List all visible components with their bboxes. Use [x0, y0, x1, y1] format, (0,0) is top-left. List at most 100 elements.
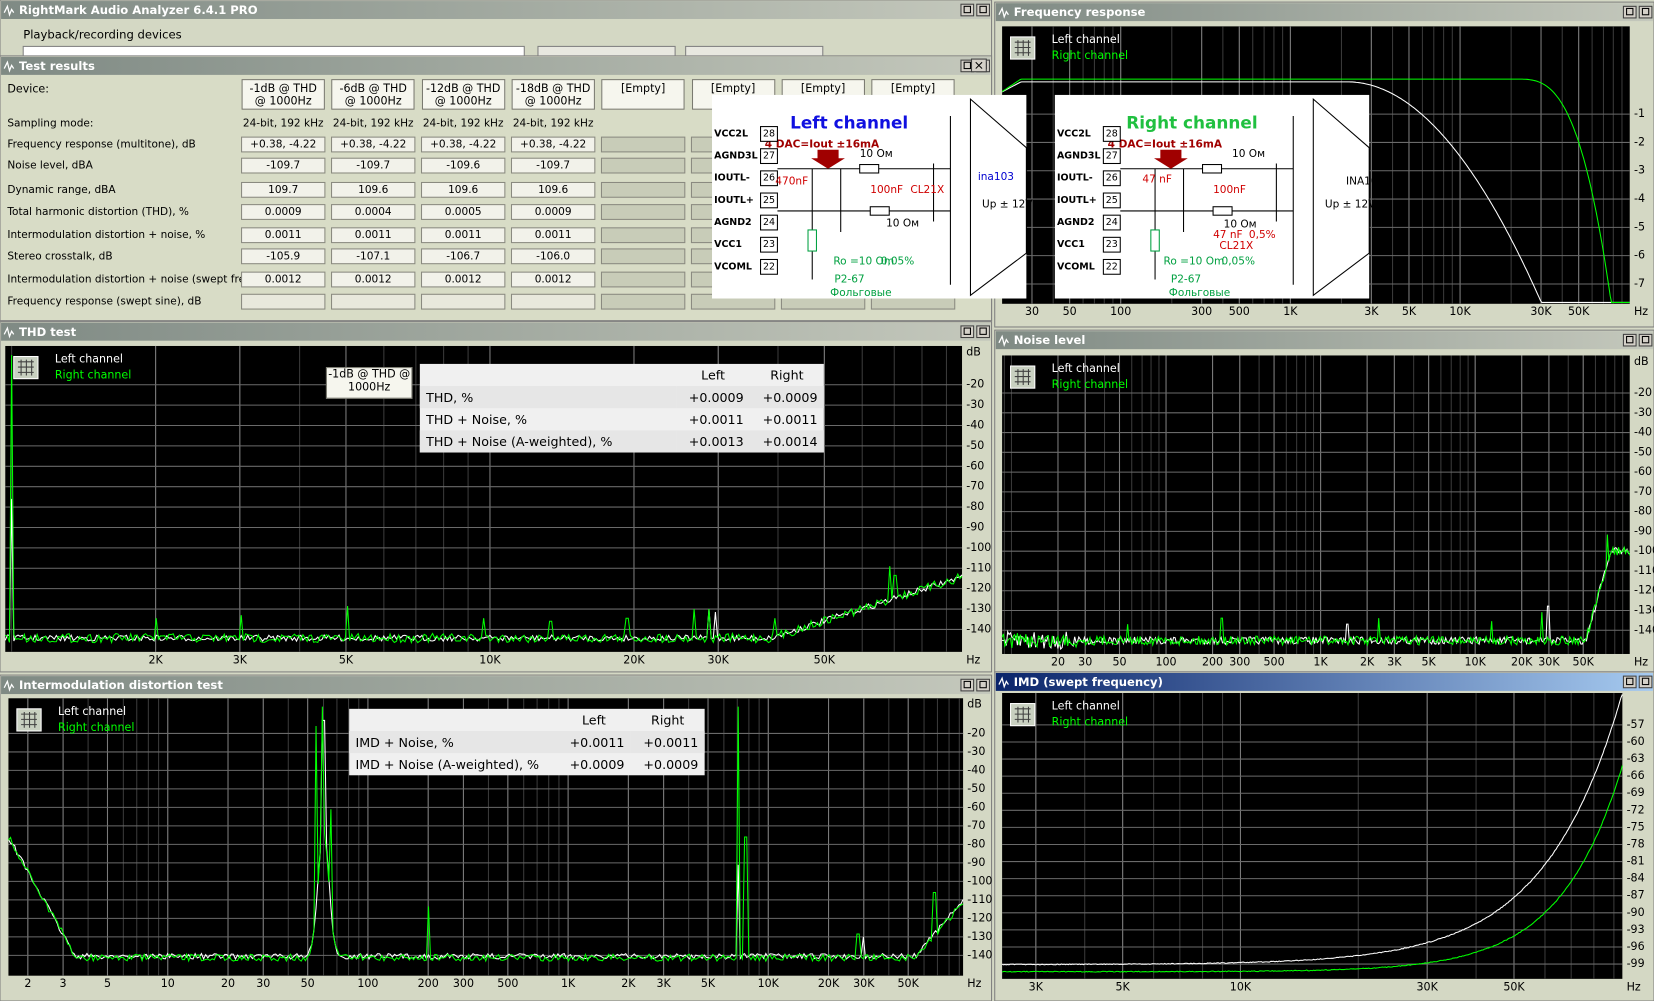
- schematic-label: P2-67: [834, 274, 864, 286]
- window-button[interactable]: [960, 678, 975, 692]
- pin-box: [1102, 214, 1121, 231]
- row-label: Intermodulation distortion + noise (swep…: [7, 274, 278, 286]
- y-tick-label: -4: [1634, 192, 1645, 205]
- y-tick-label: -72: [1627, 803, 1645, 816]
- value-box: [420, 204, 506, 220]
- x-tick-label: 50K: [1573, 655, 1595, 668]
- window-button[interactable]: [1622, 5, 1637, 19]
- window-title: Test results: [19, 59, 95, 73]
- legend-icon-grid: [1014, 369, 1031, 386]
- y-tick-label: -100: [967, 874, 992, 887]
- x-tick-label: 1K: [1283, 305, 1298, 318]
- window-button-glyph: [979, 680, 987, 689]
- pin-name: VCC2L: [1057, 128, 1091, 139]
- x-tick-label: 3K: [1029, 980, 1044, 993]
- value-cell: 0.0012: [265, 274, 302, 286]
- value-box: [420, 227, 506, 244]
- legend-entry: Right channel: [55, 369, 131, 382]
- window-button[interactable]: [960, 3, 975, 17]
- pin-name: VCC1: [714, 239, 742, 250]
- x-tick-label: 100: [1110, 305, 1131, 318]
- trace: [7, 719, 964, 961]
- window-button[interactable]: [1638, 5, 1653, 19]
- resistor: [1202, 164, 1223, 174]
- legend-entry: Left channel: [55, 353, 123, 366]
- pin-name: IOUTL+: [1057, 195, 1097, 206]
- value-cell: 0.0011: [535, 229, 572, 241]
- value-box: [241, 248, 326, 265]
- window-button[interactable]: [960, 325, 975, 339]
- value-box: [510, 157, 596, 174]
- pin-box: [1102, 170, 1121, 187]
- window-button[interactable]: [1638, 333, 1653, 347]
- value-box: [331, 248, 416, 265]
- window-button-glyph: [979, 327, 987, 335]
- title-bar: [995, 331, 1653, 350]
- value-box: [420, 181, 506, 198]
- value-cell: 0.0009: [535, 206, 572, 218]
- value-box: [600, 271, 686, 288]
- trace: [1001, 81, 1630, 303]
- x-tick-label: 100: [357, 977, 378, 990]
- pin-name: AGND3L: [714, 151, 758, 162]
- y-unit: dB: [967, 698, 982, 711]
- value-box: [600, 136, 686, 153]
- value-box: [600, 157, 686, 174]
- value-cell: -109.7: [536, 160, 570, 172]
- window-button[interactable]: [1638, 675, 1653, 689]
- trace: [1001, 534, 1631, 649]
- value-cell: 24-bit, 192 kHz: [333, 117, 414, 129]
- row-label: Frequency response (multitone), dB: [7, 139, 195, 151]
- window-button[interactable]: [976, 325, 990, 339]
- y-tick-label: -30: [966, 398, 984, 411]
- value-cell: +0.38, -4.22: [520, 139, 586, 151]
- window-button[interactable]: [976, 678, 990, 692]
- y-tick-label: -69: [1627, 786, 1645, 799]
- window-button[interactable]: [1622, 333, 1637, 347]
- schematic-note: 4 DAC=Iout ±16mA: [765, 139, 880, 151]
- x-tick-label: 5K: [339, 653, 354, 666]
- y-tick-label: -20: [1634, 386, 1652, 399]
- y-tick-label: -66: [1627, 769, 1645, 782]
- row-label: Noise level, dBA: [7, 160, 93, 172]
- y-tick-label: -80: [966, 500, 984, 513]
- y-tick-label: -7: [1634, 277, 1645, 290]
- legend-icon-grid: [1014, 706, 1031, 723]
- x-tick-label: 30K: [708, 653, 730, 666]
- y-tick-label: -96: [1627, 940, 1645, 953]
- current-arrow: [1154, 149, 1188, 169]
- window-icon: [3, 4, 15, 17]
- group-label: Playback/recording devices: [23, 27, 181, 41]
- pin-name: IOUTL+: [714, 195, 754, 206]
- y-tick-label: -80: [967, 837, 985, 850]
- value-cell: -109.7: [266, 160, 300, 172]
- y-tick-label: -60: [967, 800, 985, 813]
- x-tick-label: 50K: [898, 977, 920, 990]
- trace: [1001, 694, 1623, 966]
- window-button-glyph: [979, 5, 987, 14]
- value-box: [241, 227, 326, 244]
- pin-name: IOUTL-: [1057, 173, 1093, 184]
- y-tick-label: -40: [966, 419, 984, 432]
- value-cell: 109.6: [358, 184, 388, 196]
- pin-number: 23: [1106, 239, 1118, 250]
- value-box: [331, 227, 416, 244]
- pin-box: [1102, 236, 1121, 253]
- y-tick-label: -57: [1627, 718, 1645, 731]
- schematic-label: 47 nF: [1142, 173, 1171, 185]
- y-unit: dB: [1634, 355, 1649, 368]
- schematic-label: Фольговые: [830, 287, 891, 299]
- window-button[interactable]: [976, 3, 990, 17]
- y-tick-label: -6: [1634, 249, 1645, 262]
- pin-box: [760, 214, 778, 231]
- x-tick-label: 30K: [1417, 980, 1439, 993]
- x-tick-label: 2K: [1360, 655, 1375, 668]
- window-button[interactable]: [1622, 675, 1637, 689]
- y-tick-label: -80: [1634, 505, 1652, 518]
- legend-entry: Right channel: [1052, 49, 1128, 62]
- value-box: [241, 136, 326, 153]
- plot-area: [1002, 355, 1630, 654]
